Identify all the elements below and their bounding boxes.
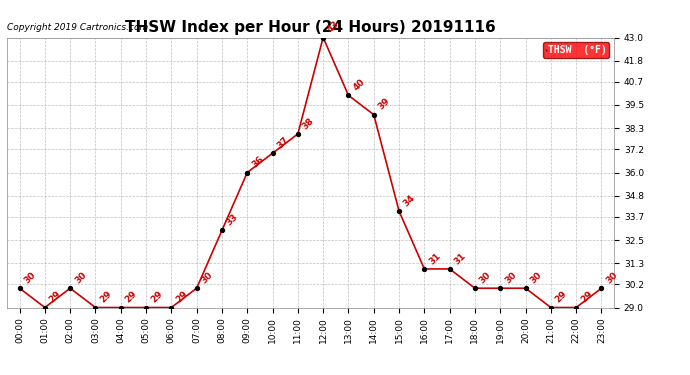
Text: 36: 36 [250, 154, 265, 170]
Point [14, 285, 25, 291]
Text: Copyright 2019 Cartronics.com: Copyright 2019 Cartronics.com [7, 23, 148, 32]
Point [469, 285, 480, 291]
Point [39, 304, 50, 310]
Point [166, 304, 177, 310]
Text: 29: 29 [98, 290, 114, 305]
Text: 40: 40 [351, 77, 366, 93]
Text: 43: 43 [326, 20, 342, 35]
Text: 30: 30 [529, 270, 544, 285]
Point [545, 304, 556, 310]
Text: 30: 30 [199, 270, 215, 285]
Text: 30: 30 [604, 270, 620, 285]
Text: 29: 29 [553, 290, 569, 305]
Point [317, 34, 328, 40]
Text: 29: 29 [48, 290, 63, 305]
Text: 29: 29 [149, 290, 164, 305]
Point [368, 112, 380, 118]
Point [65, 285, 76, 291]
Text: 30: 30 [477, 270, 493, 285]
Point [393, 208, 404, 214]
Text: 37: 37 [275, 135, 290, 150]
Point [419, 266, 430, 272]
Text: 38: 38 [301, 116, 316, 131]
Point [115, 304, 126, 310]
Point [571, 304, 582, 310]
Point [241, 170, 253, 176]
Text: 29: 29 [579, 290, 594, 305]
Point [90, 304, 101, 310]
Legend: THSW  (°F): THSW (°F) [543, 42, 609, 58]
Text: 30: 30 [503, 270, 518, 285]
Point [141, 304, 152, 310]
Text: 30: 30 [73, 270, 88, 285]
Point [520, 285, 531, 291]
Point [343, 92, 354, 98]
Point [293, 131, 304, 137]
Text: 31: 31 [427, 251, 442, 266]
Text: 30: 30 [22, 270, 37, 285]
Text: 31: 31 [453, 251, 468, 266]
Point [495, 285, 506, 291]
Point [217, 227, 228, 233]
Point [444, 266, 455, 272]
Text: 34: 34 [402, 193, 417, 208]
Point [191, 285, 202, 291]
Point [267, 150, 278, 156]
Text: 29: 29 [124, 290, 139, 305]
Text: 39: 39 [377, 97, 392, 112]
Text: 29: 29 [174, 290, 190, 305]
Title: THSW Index per Hour (24 Hours) 20191116: THSW Index per Hour (24 Hours) 20191116 [125, 20, 496, 35]
Text: 33: 33 [225, 212, 240, 228]
Point [596, 285, 607, 291]
